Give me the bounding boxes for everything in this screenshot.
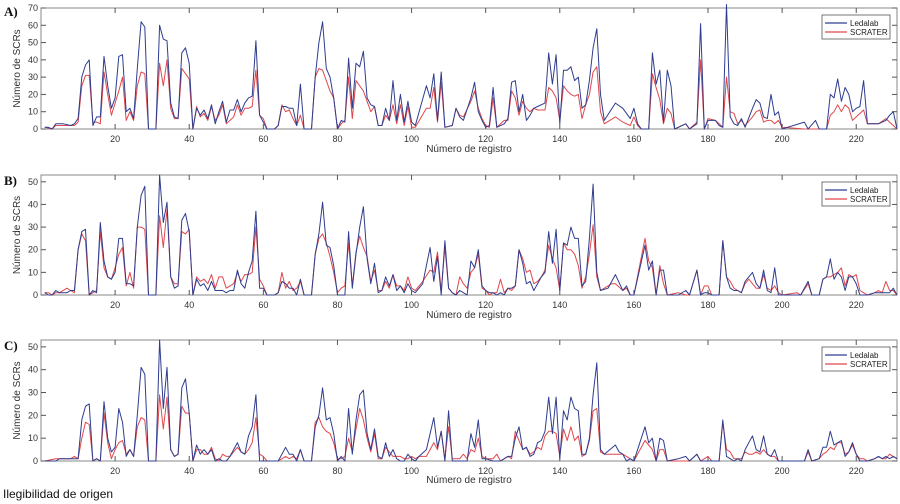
x-tick-label: 140	[552, 300, 567, 310]
x-tick-label: 100	[404, 300, 419, 310]
chart-panel-c: 20 40 60 80 100 120 140 160 180 200 220 0 10 20 30 40 50…	[12, 339, 898, 486]
y-tick-label: 0	[33, 456, 38, 466]
x-tick-label: 120	[478, 134, 493, 144]
y-tick-label: 50	[28, 177, 38, 187]
caption: Ilegibilidad de origen	[3, 487, 114, 501]
legend-label-scrater: SCRATER	[850, 195, 888, 204]
plot-area	[40, 7, 898, 130]
series-line-ledalab	[44, 174, 898, 296]
x-tick-label: 220	[849, 300, 864, 310]
x-tick-label: 40	[184, 300, 194, 310]
x-tick-label: 40	[184, 134, 194, 144]
chart-panel-a: 20 40 60 80 100 120 140 160 180 200 220 0 10 20 30 40 50…	[12, 3, 898, 155]
legend-label-scrater: SCRATER	[850, 360, 888, 369]
x-tick-label: 200	[775, 300, 790, 310]
y-tick-label: 10	[28, 267, 38, 277]
y-tick-label: 40	[28, 55, 38, 65]
x-tick-label: 20	[110, 300, 120, 310]
panel-label-b: B)	[4, 173, 17, 188]
x-tick-label: 120	[478, 300, 493, 310]
x-tick-label: 100	[404, 134, 419, 144]
x-tick-label: 180	[700, 134, 715, 144]
y-tick-label: 0	[33, 124, 38, 134]
x-tick-label: 60	[258, 134, 268, 144]
y-tick-label: 40	[28, 199, 38, 209]
legend-box	[821, 14, 891, 40]
x-tick-label: 20	[110, 134, 120, 144]
x-tick-label: 80	[332, 300, 342, 310]
panel-label-a: A)	[4, 4, 18, 19]
x-tick-label: 160	[626, 300, 641, 310]
x-tick-label: 120	[478, 466, 493, 476]
legend-label-ledalab: Ledalab	[850, 186, 879, 195]
x-tick-label: 40	[184, 466, 194, 476]
x-tick-label: 60	[258, 300, 268, 310]
x-tick-label: 20	[110, 466, 120, 476]
series-line-ledalab	[44, 4, 898, 130]
x-axis-label: Número de registro	[426, 310, 512, 321]
y-tick-label: 70	[28, 3, 38, 13]
y-tick-label: 20	[28, 245, 38, 255]
x-tick-label: 180	[700, 300, 715, 310]
x-axis-label: Número de registro	[426, 144, 512, 155]
y-tick-label: 30	[28, 72, 38, 82]
x-tick-label: 200	[775, 134, 790, 144]
y-axis-label: Número de SCRs	[12, 361, 23, 439]
y-tick-label: 30	[28, 388, 38, 398]
y-tick-label: 20	[28, 89, 38, 99]
x-axis-label: Número de registro	[426, 475, 512, 486]
y-tick-label: 0	[33, 290, 38, 300]
legend-label-ledalab: Ledalab	[850, 19, 879, 28]
legend-box	[821, 346, 891, 372]
chart-panel-b: 20 40 60 80 100 120 140 160 180 200 220 0 10 20 30 40 50…	[12, 174, 898, 321]
y-tick-label: 30	[28, 222, 38, 232]
x-tick-label: 80	[332, 134, 342, 144]
x-tick-label: 220	[849, 466, 864, 476]
legend-label-scrater: SCRATER	[850, 28, 888, 37]
y-axis-label: Número de SCRs	[12, 196, 23, 274]
x-tick-label: 200	[775, 466, 790, 476]
series-line-ledalab	[44, 339, 898, 462]
y-tick-label: 60	[28, 20, 38, 30]
x-tick-label: 80	[332, 466, 342, 476]
legend-box	[821, 181, 891, 207]
y-axis-label: Número de SCRs	[12, 29, 23, 107]
y-tick-label: 40	[28, 365, 38, 375]
x-tick-label: 160	[626, 134, 641, 144]
y-tick-label: 50	[28, 38, 38, 48]
x-tick-label: 140	[552, 134, 567, 144]
x-tick-label: 160	[626, 466, 641, 476]
plot-area	[40, 339, 898, 462]
y-tick-label: 20	[28, 410, 38, 420]
panel-label-c: C)	[4, 338, 18, 353]
x-tick-label: 220	[849, 134, 864, 144]
x-tick-label: 180	[700, 466, 715, 476]
legend-label-ledalab: Ledalab	[850, 351, 879, 360]
y-tick-label: 50	[28, 342, 38, 352]
x-tick-label: 140	[552, 466, 567, 476]
y-tick-label: 10	[28, 433, 38, 443]
y-tick-label: 10	[28, 107, 38, 117]
x-tick-label: 100	[404, 466, 419, 476]
x-tick-label: 60	[258, 466, 268, 476]
